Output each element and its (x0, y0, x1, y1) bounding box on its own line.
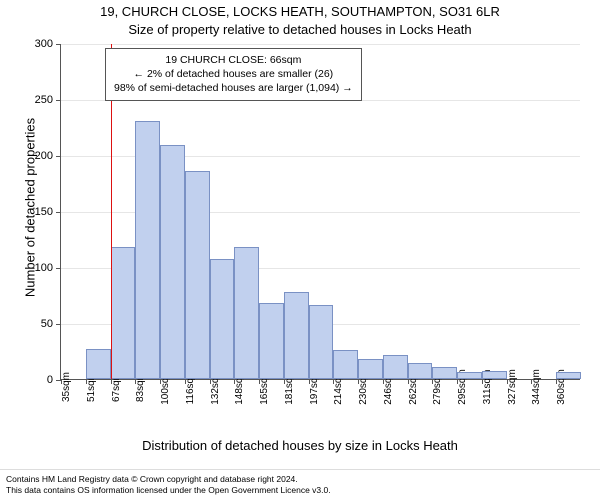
histogram-bar (408, 363, 433, 379)
histogram-bar (333, 350, 358, 379)
histogram-bar (234, 247, 259, 379)
histogram-bar (185, 171, 210, 379)
footer-line2: This data contains OS information licens… (6, 485, 594, 496)
histogram-bar (383, 355, 408, 379)
histogram-bar (556, 372, 581, 379)
info-box-line2: ← 2% of detached houses are smaller (26) (114, 67, 353, 81)
x-axis-label: Distribution of detached houses by size … (0, 438, 600, 453)
histogram-bar (284, 292, 309, 379)
histogram-bar (457, 372, 482, 379)
histogram-bar (111, 247, 136, 379)
histogram-bar (482, 371, 507, 379)
histogram-bar (86, 349, 111, 379)
histogram-bar (358, 359, 383, 379)
info-box-line3: 98% of semi-detached houses are larger (… (114, 81, 353, 95)
histogram-bar (160, 145, 185, 379)
histogram-bar (135, 121, 160, 379)
histogram-bar (432, 367, 457, 379)
footer-line1: Contains HM Land Registry data © Crown c… (6, 474, 594, 485)
chart-title: Size of property relative to detached ho… (0, 22, 600, 37)
x-tick-label: 35sqm (61, 372, 72, 402)
histogram-bar (210, 259, 235, 379)
x-tick-label: 327sqm (507, 369, 518, 405)
chart-supertitle: 19, CHURCH CLOSE, LOCKS HEATH, SOUTHAMPT… (0, 4, 600, 19)
histogram-bar (259, 303, 284, 379)
x-tick-label: 344sqm (531, 369, 542, 405)
copyright-footer: Contains HM Land Registry data © Crown c… (0, 469, 600, 500)
info-box-line1: 19 CHURCH CLOSE: 66sqm (114, 53, 353, 67)
y-axis-label: Number of detached properties (23, 108, 38, 308)
histogram-bar (309, 305, 334, 379)
reference-info-box: 19 CHURCH CLOSE: 66sqm ← 2% of detached … (105, 48, 362, 101)
